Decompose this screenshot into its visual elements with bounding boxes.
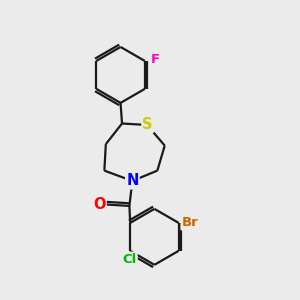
- Text: N: N: [126, 173, 139, 188]
- Text: Br: Br: [182, 216, 198, 230]
- Text: S: S: [142, 117, 153, 132]
- Text: O: O: [93, 197, 106, 212]
- Text: F: F: [151, 53, 160, 66]
- Text: Cl: Cl: [122, 253, 137, 266]
